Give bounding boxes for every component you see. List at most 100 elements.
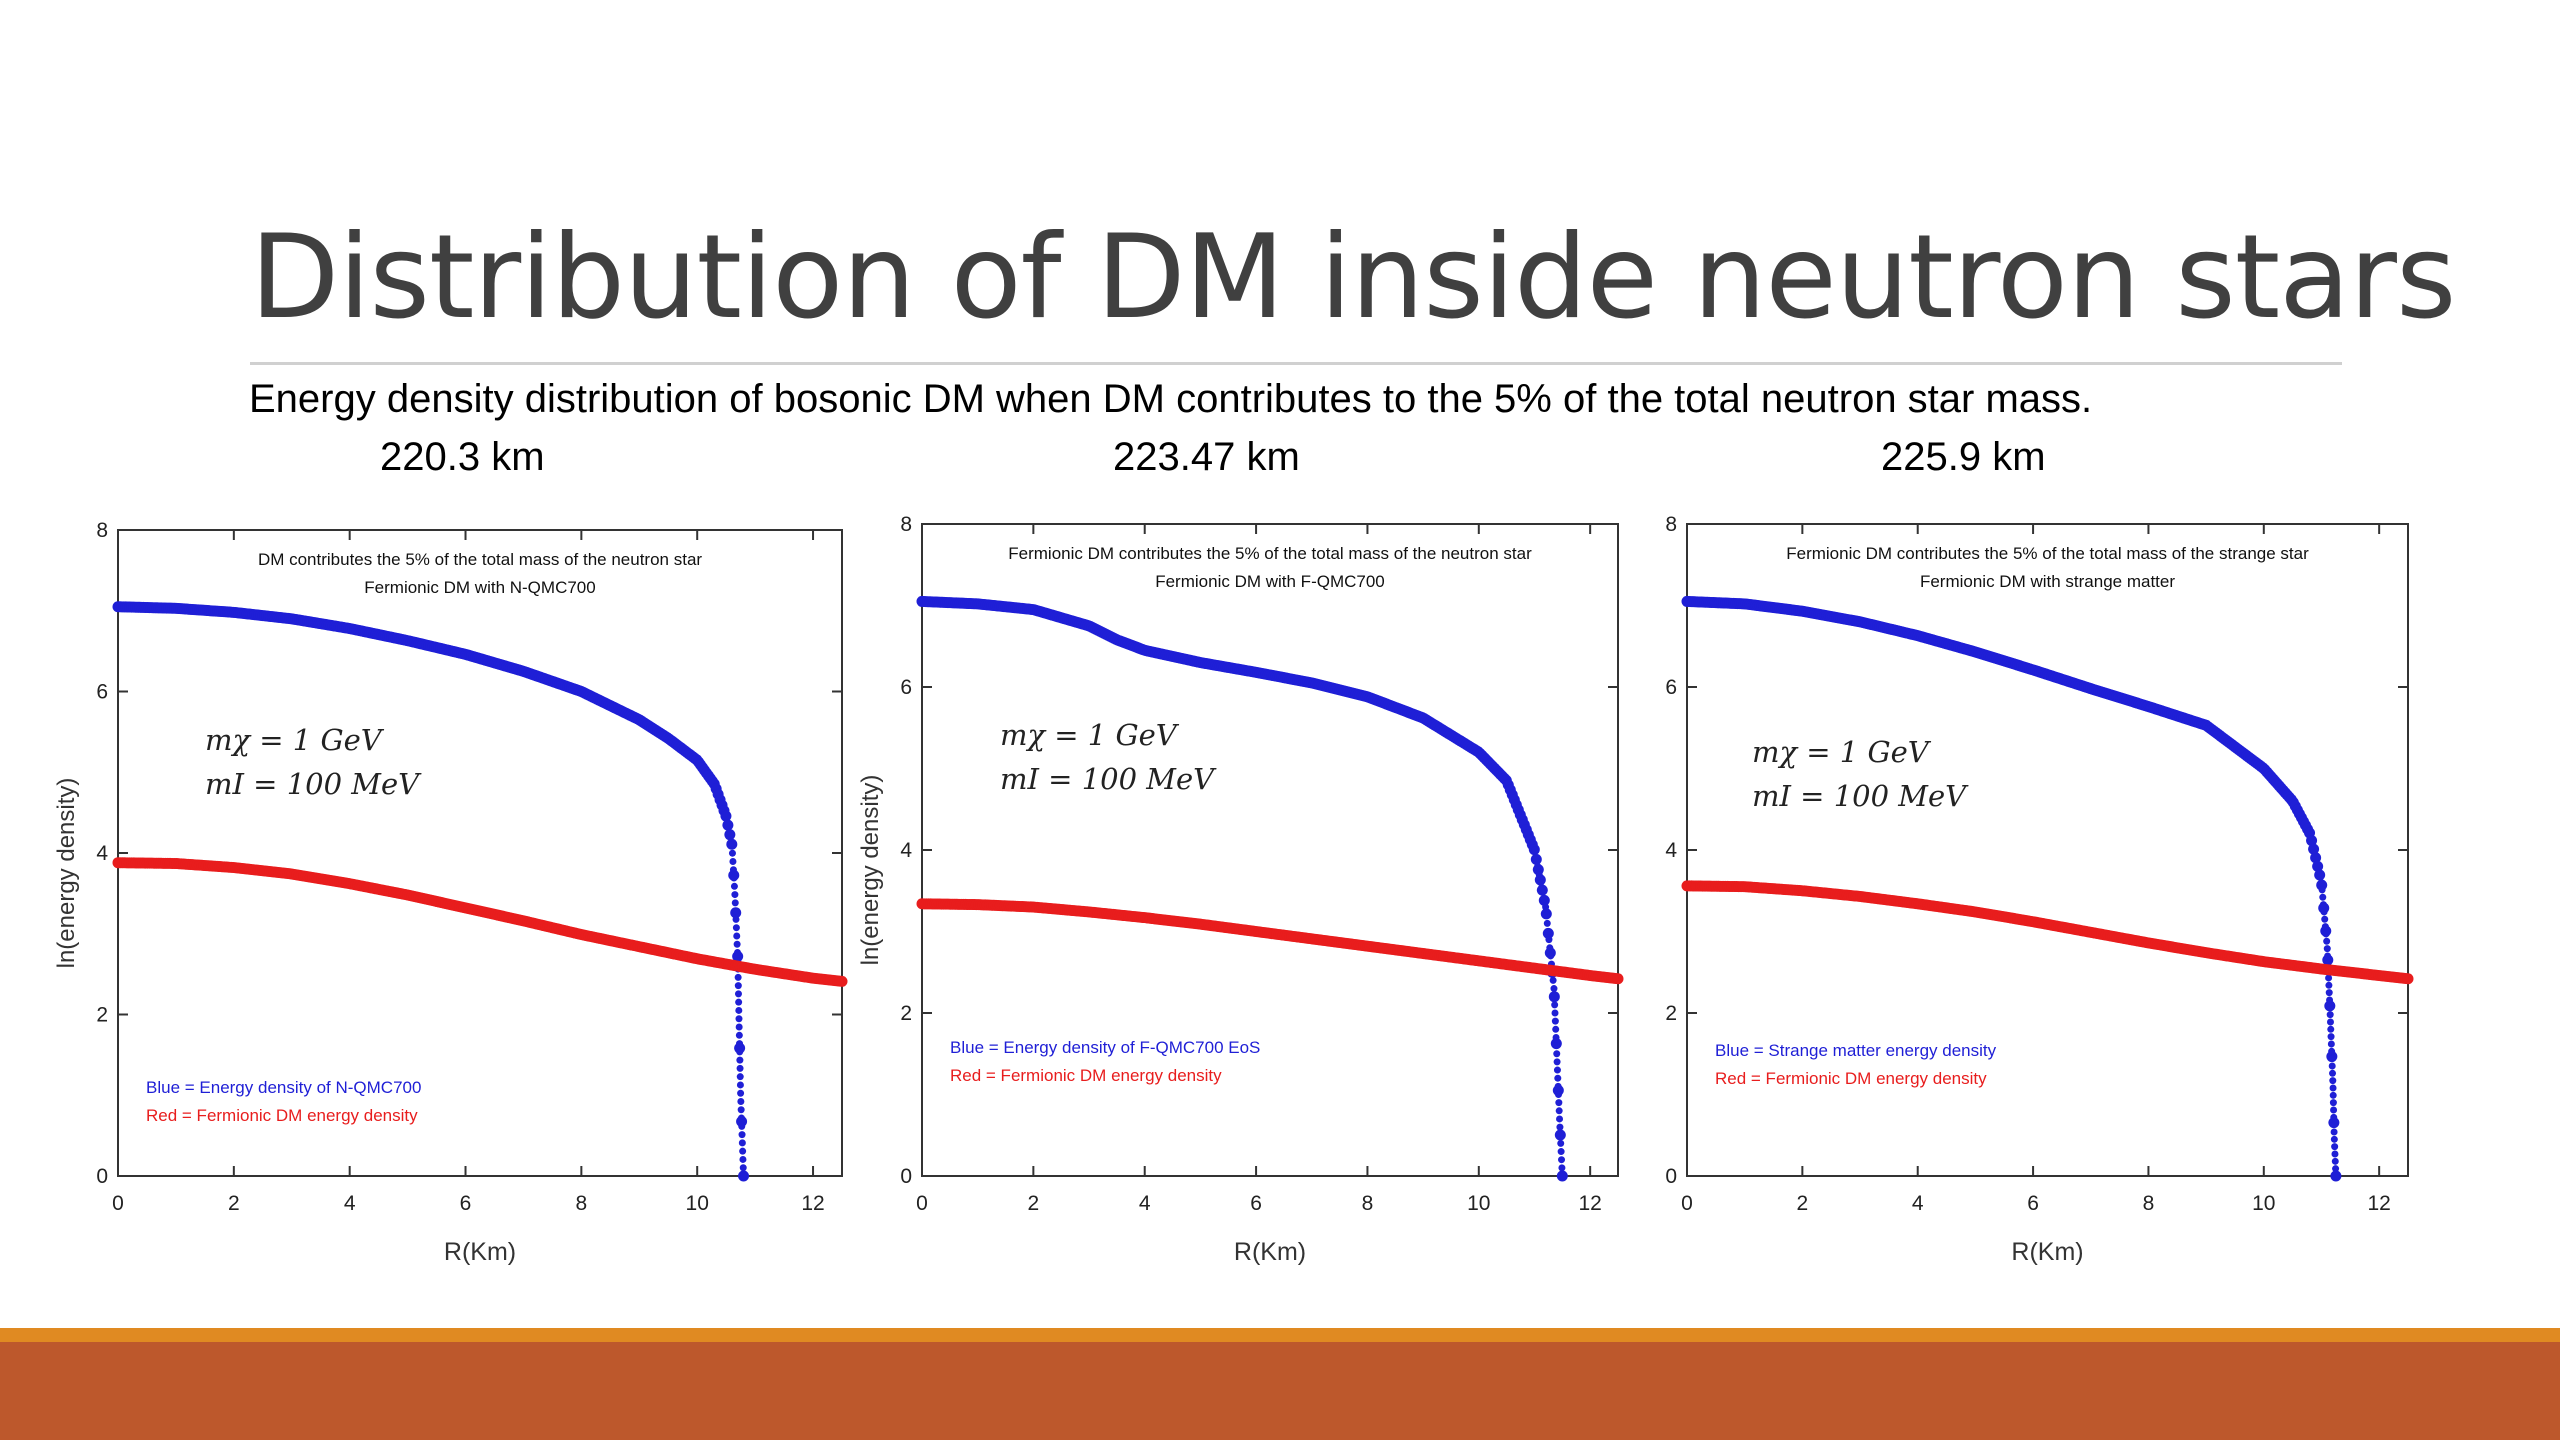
chart-subtitle: Fermionic DM with N-QMC700	[364, 578, 595, 597]
series-red	[1681, 880, 2414, 985]
chart-panel-1: 0 2 4 6 8 10 12 0 2 4 6 8 R(Km) ln(energy density) DM …	[53, 519, 848, 1266]
data-point	[1557, 1139, 1565, 1147]
data-point	[2325, 989, 2333, 997]
data-point	[730, 882, 738, 890]
data-point	[2330, 1128, 2338, 1136]
data-point	[1550, 985, 1558, 993]
charts-area: 0 2 4 6 8 10 12 0 2 4 6 8 R(Km) ln(energy density) DM …	[53, 513, 2414, 1266]
series-blue	[112, 601, 750, 1182]
data-point	[2331, 1157, 2339, 1165]
x-tick-label: 2	[228, 1192, 240, 1215]
param-label: mχ = 1 GeV	[205, 723, 385, 757]
data-point	[1535, 870, 1543, 878]
data-point	[735, 1031, 743, 1039]
data-point	[1556, 1123, 1564, 1131]
y-tick-label: 6	[1665, 676, 1677, 699]
x-tick-label: 6	[1250, 1192, 1262, 1215]
data-point	[1553, 1050, 1561, 1058]
radius-label-3: 225.9 km	[1881, 435, 2046, 479]
data-point	[1544, 928, 1552, 935]
data-point	[720, 810, 732, 822]
data-point	[735, 1015, 743, 1023]
data-point	[729, 857, 737, 865]
data-point	[738, 1122, 746, 1130]
data-point	[1545, 936, 1553, 944]
data-point	[729, 866, 737, 874]
data-point	[2320, 908, 2328, 916]
chart-subtitle: Fermionic DM with strange matter	[1920, 572, 2175, 591]
data-point	[1542, 903, 1550, 911]
y-tick-label: 4	[900, 839, 912, 862]
data-point	[722, 819, 734, 831]
data-point	[732, 924, 740, 932]
series-red	[916, 898, 1624, 985]
data-point	[1612, 973, 1624, 985]
chart-subtitle: Fermionic DM with F-QMC700	[1155, 572, 1385, 591]
y-tick-label: 6	[900, 676, 912, 699]
chart-title: Fermionic DM contributes the 5% of the t…	[1008, 544, 1532, 563]
data-point	[2332, 1172, 2340, 1180]
data-point	[1542, 911, 1550, 919]
data-point	[2328, 1055, 2336, 1063]
y-tick-label: 4	[96, 842, 108, 865]
legend-entry: Red = Fermionic DM energy density	[146, 1106, 418, 1125]
x-tick-label: 2	[1797, 1192, 1809, 1215]
legend-entry: Blue = Strange matter energy density	[1715, 1041, 1997, 1060]
data-point	[1558, 1172, 1566, 1180]
slide-subtitle: Energy density distribution of bosonic D…	[249, 377, 2093, 421]
y-tick-label: 4	[1665, 839, 1677, 862]
x-axis-label: R(Km)	[2011, 1238, 2083, 1266]
data-point	[1554, 1074, 1562, 1082]
data-point	[2330, 1113, 2338, 1121]
param-label: mχ = 1 GeV	[1752, 735, 1932, 769]
data-point	[728, 841, 736, 849]
y-tick-label: 2	[900, 1002, 912, 1025]
data-point	[1530, 846, 1538, 854]
plot-frame	[117, 529, 843, 1177]
y-tick-label: 2	[96, 1004, 108, 1027]
data-point	[2329, 1077, 2337, 1085]
data-point	[2322, 930, 2330, 938]
data-point	[2331, 1143, 2339, 1151]
data-point	[1553, 1058, 1561, 1066]
x-tick-label: 0	[112, 1192, 124, 1215]
y-tick-label: 8	[900, 513, 912, 536]
plot-frame	[1686, 523, 2409, 1177]
title-divider	[250, 362, 2342, 365]
x-tick-label: 10	[2252, 1192, 2275, 1215]
y-tick-label: 6	[96, 681, 108, 704]
data-point	[1549, 976, 1557, 984]
data-point	[2324, 952, 2332, 960]
data-point	[1551, 1017, 1559, 1025]
data-point	[2327, 1025, 2335, 1033]
radius-label-2: 223.47 km	[1113, 435, 1300, 479]
data-point	[1550, 993, 1558, 1001]
data-point	[2321, 923, 2329, 931]
x-tick-label: 10	[686, 1192, 709, 1215]
slide-title: Distribution of DM inside neutron stars	[250, 210, 2456, 345]
data-point	[2319, 901, 2327, 909]
param-label: mI = 100 MeV	[1000, 762, 1217, 796]
data-point	[736, 1073, 744, 1081]
y-tick-label: 0	[96, 1165, 108, 1188]
data-point	[1543, 919, 1551, 927]
data-point	[1558, 1164, 1566, 1172]
data-point	[2326, 1018, 2334, 1026]
x-axis-label: R(Km)	[444, 1238, 516, 1266]
data-point	[735, 1023, 743, 1031]
data-point	[737, 1098, 745, 1106]
data-point	[2318, 886, 2326, 894]
data-point	[1555, 1099, 1563, 1107]
data-point	[1558, 1156, 1566, 1164]
data-point	[2306, 835, 2318, 847]
param-label: mI = 100 MeV	[1752, 779, 1969, 813]
y-axis-label: ln(energy density)	[53, 778, 80, 969]
data-point	[1551, 1009, 1559, 1017]
data-point	[1552, 1042, 1560, 1050]
x-tick-label: 4	[1139, 1192, 1151, 1215]
data-point	[739, 1155, 747, 1163]
data-point	[2330, 1121, 2338, 1129]
legend-entry: Red = Fermionic DM energy density	[950, 1066, 1222, 1085]
x-tick-label: 6	[460, 1192, 472, 1215]
data-point	[2331, 1150, 2339, 1158]
